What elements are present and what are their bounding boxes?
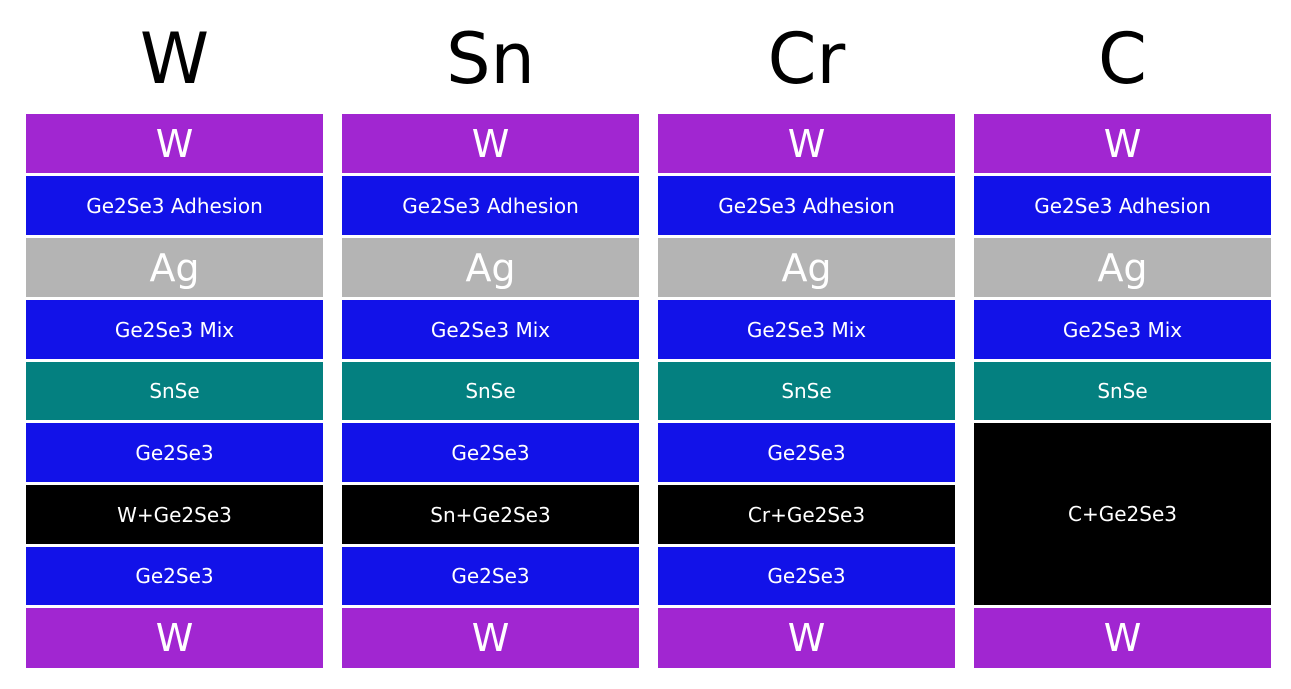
- layer-ag: Ag: [342, 238, 639, 297]
- layer-w-bottom: W: [974, 608, 1271, 668]
- layer-ge2se3-mix: Ge2Se3 Mix: [658, 300, 955, 359]
- layer-w-bottom: W: [26, 608, 323, 668]
- layer-snse: SnSe: [26, 362, 323, 420]
- layer-snse: SnSe: [658, 362, 955, 420]
- layer-doped: C+Ge2Se3: [974, 423, 1271, 605]
- layer-ge2se3-upper: Ge2Se3: [658, 423, 955, 482]
- layer-doped: Sn+Ge2Se3: [342, 485, 639, 544]
- layer-ag: Ag: [658, 238, 955, 297]
- column-title: C: [1098, 18, 1147, 100]
- layer-w-top: W: [342, 114, 639, 173]
- layer-w-top: W: [974, 114, 1271, 173]
- column-title: Sn: [446, 18, 535, 100]
- layer-ge2se3-lower: Ge2Se3: [658, 547, 955, 605]
- layer-ge2se3-adhesion: Ge2Se3 Adhesion: [974, 176, 1271, 235]
- layer-ge2se3-adhesion: Ge2Se3 Adhesion: [658, 176, 955, 235]
- layer-ge2se3-mix: Ge2Se3 Mix: [26, 300, 323, 359]
- layer-ge2se3-upper: Ge2Se3: [26, 423, 323, 482]
- layer-snse: SnSe: [342, 362, 639, 420]
- layer-ge2se3-upper: Ge2Se3: [342, 423, 639, 482]
- layer-w-bottom: W: [342, 608, 639, 668]
- layer-ag: Ag: [974, 238, 1271, 297]
- layer-doped: W+Ge2Se3: [26, 485, 323, 544]
- column-title: Cr: [767, 18, 846, 100]
- layer-ge2se3-mix: Ge2Se3 Mix: [974, 300, 1271, 359]
- layer-w-bottom: W: [658, 608, 955, 668]
- column-title: W: [139, 18, 210, 100]
- layer-ge2se3-lower: Ge2Se3: [26, 547, 323, 605]
- layer-ag: Ag: [26, 238, 323, 297]
- layer-ge2se3-adhesion: Ge2Se3 Adhesion: [26, 176, 323, 235]
- layer-ge2se3-mix: Ge2Se3 Mix: [342, 300, 639, 359]
- layer-ge2se3-lower: Ge2Se3: [342, 547, 639, 605]
- layer-snse: SnSe: [974, 362, 1271, 420]
- layer-w-top: W: [658, 114, 955, 173]
- layer-w-top: W: [26, 114, 323, 173]
- layer-doped: Cr+Ge2Se3: [658, 485, 955, 544]
- layer-ge2se3-adhesion: Ge2Se3 Adhesion: [342, 176, 639, 235]
